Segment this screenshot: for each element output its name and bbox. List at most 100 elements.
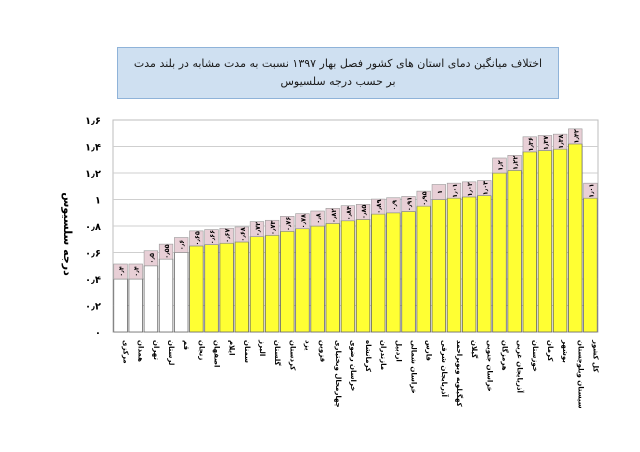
x-tick-label: کرمان <box>546 340 554 362</box>
data-label: ۰٫۶۷ <box>224 229 232 243</box>
data-label-box <box>219 227 234 244</box>
bar <box>143 265 159 333</box>
data-label-box <box>295 213 310 229</box>
bar <box>386 212 401 333</box>
x-tick-label: خراسان جنوبی <box>485 340 493 392</box>
bar <box>507 169 522 333</box>
data-label-box <box>522 136 537 153</box>
x-tick-label: کهگیلویه وبویراحمد <box>455 340 464 408</box>
bar <box>189 245 204 333</box>
x-tick-label: گلستان <box>273 340 282 366</box>
data-label: ۰٫۸۴ <box>345 206 353 220</box>
bar <box>583 197 598 333</box>
x-tick-label: کرمانشاه <box>364 340 372 373</box>
bar <box>249 236 265 333</box>
data-label: ۰٫۶۶ <box>209 230 217 244</box>
data-label-box <box>249 221 265 237</box>
data-label-box <box>507 155 522 171</box>
bar <box>371 213 386 333</box>
bar <box>431 199 447 333</box>
x-tick-label: خراسان رضوی <box>349 340 357 391</box>
y-tick-labels: ۰ ۰٫۲ ۰٫۴ ۰٫۶ ۰٫۸ ۱ ۱٫۲ ۱٫۴ ۱٫۶ <box>85 116 101 339</box>
data-label-box <box>552 133 568 150</box>
data-label: ۰٫۷۸ <box>299 214 307 228</box>
data-label: ۰٫۶۵ <box>193 231 201 245</box>
data-label: ۰٫۹۱ <box>406 197 414 211</box>
bar <box>310 225 325 333</box>
x-tick-label: ایلام <box>228 340 236 355</box>
bar <box>446 197 462 333</box>
data-label: ۱٫۰۳ <box>481 181 489 195</box>
data-label: ۰٫۴ <box>133 266 141 276</box>
x-tick-label: خراسان شمالی <box>410 340 418 394</box>
x-tick-label: قزوین <box>319 340 327 363</box>
bar <box>568 143 583 333</box>
x-tick-label: لرستان <box>167 340 175 366</box>
bar <box>340 220 356 333</box>
x-tick-label: البرز <box>258 339 266 356</box>
data-label-box <box>401 196 416 212</box>
bar <box>280 230 295 333</box>
y-tick-label: ۰ <box>95 328 101 339</box>
data-label-box <box>371 198 386 215</box>
x-tick-label: هرمزگان <box>500 340 509 371</box>
bar <box>113 278 128 333</box>
data-label-box <box>537 135 553 151</box>
bar <box>537 150 553 333</box>
x-tick-label: بوشهر <box>561 339 569 363</box>
y-axis-label: درجه سلسیوس <box>61 192 74 276</box>
data-label-box <box>446 182 462 199</box>
x-tick-label: آذربایجان شرقی <box>440 340 449 397</box>
data-label: ۰٫۵ <box>148 253 156 263</box>
data-label-box <box>310 210 325 227</box>
x-tick-labels: مرکزی همدان تهران لرستان قم زنجان اصفهان ایلام س… <box>122 339 600 409</box>
bar <box>522 151 538 333</box>
bar <box>158 258 174 333</box>
bar <box>295 228 310 333</box>
x-tick-label: اصفهان <box>213 340 221 367</box>
data-label-box <box>568 128 583 145</box>
x-tick-label: کردستان <box>288 340 296 371</box>
x-tick-label: یزد <box>303 340 311 351</box>
x-tick-label: قم <box>182 340 190 350</box>
chart-title: اختلاف میانگین دمای استان های کشور فصل ب… <box>117 47 559 99</box>
data-label-box <box>462 181 477 198</box>
y-tick-label: ۰٫۲ <box>85 302 101 313</box>
data-label: ۰٫۵۵ <box>163 244 171 258</box>
data-label-box <box>143 250 159 267</box>
data-label-box <box>355 204 371 220</box>
data-label: ۰٫۸۲ <box>330 209 338 223</box>
data-label-box <box>189 230 204 247</box>
x-tick-label: سیستان وبلوچستان <box>576 340 584 409</box>
x-tick-label: فارس <box>425 340 433 361</box>
data-label: ۰٫۸ <box>315 213 323 223</box>
data-label: ۱ <box>436 190 444 194</box>
data-label-box <box>386 197 401 214</box>
data-label: ۰٫۶ <box>178 240 186 250</box>
data-label-box <box>583 182 598 199</box>
data-label: ۱٫۳۷ <box>542 136 550 150</box>
data-label: ۱٫۲ <box>496 160 504 170</box>
y-tick-label: ۰٫۸ <box>85 222 101 233</box>
x-tick-label: خوزستان <box>531 340 539 372</box>
data-label: ۱٫۳۶ <box>527 137 535 151</box>
bar <box>416 205 431 333</box>
x-tick-label: کل کشور <box>591 339 599 373</box>
data-label: ۱٫۳۸ <box>557 134 565 148</box>
x-tick-label: چهارمحال وبختیاری <box>334 340 342 408</box>
data-label-box <box>113 263 128 280</box>
data-label: ۰٫۷۲ <box>254 222 262 236</box>
data-label-box <box>174 237 189 253</box>
data-label-box <box>204 229 219 245</box>
data-label-box <box>234 226 249 243</box>
bar <box>461 196 477 333</box>
x-tick-label: تهران <box>152 340 160 360</box>
y-tick-label: ۱٫۴ <box>85 143 101 154</box>
x-tick-label: مازندران <box>379 340 387 370</box>
bar <box>204 244 219 333</box>
x-tick-label: همدان <box>137 340 145 362</box>
y-tick-label: ۱٫۶ <box>85 116 101 127</box>
bar <box>173 252 189 333</box>
data-label: ۰٫۹ <box>390 200 398 210</box>
